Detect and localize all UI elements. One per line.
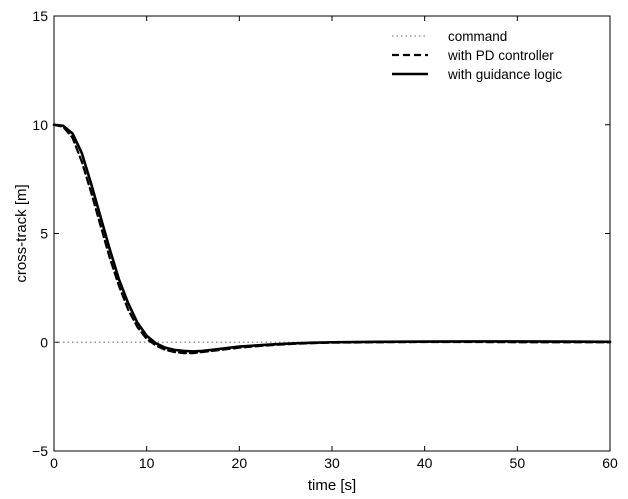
x-tick-label: 10 [139,455,155,471]
x-tick-label: 60 [602,455,618,471]
x-tick-label: 40 [417,455,433,471]
y-tick-label: 0 [40,334,48,350]
legend-label: with guidance logic [447,67,562,82]
legend-label: command [448,29,507,44]
series-group [52,123,612,355]
y-tick-label: 15 [32,8,48,24]
series-line-with-pd-controller [52,123,612,355]
y-tick-label: −5 [32,443,48,459]
y-tick-label: 5 [40,226,48,242]
x-tick-label: 50 [510,455,526,471]
x-tick-label: 30 [324,455,340,471]
x-tick-label: 0 [50,455,58,471]
axes-frame [53,15,611,452]
legend: command with PD controller with guidance l… [392,29,562,82]
x-axis-label: time [s] [308,477,356,494]
series-line-with-guidance-logic [52,123,612,353]
y-axis-label: cross-track [m] [13,184,30,282]
x-tick-label: 20 [232,455,248,471]
legend-label: with PD controller [447,48,554,63]
y-tick-label: 10 [32,117,48,133]
